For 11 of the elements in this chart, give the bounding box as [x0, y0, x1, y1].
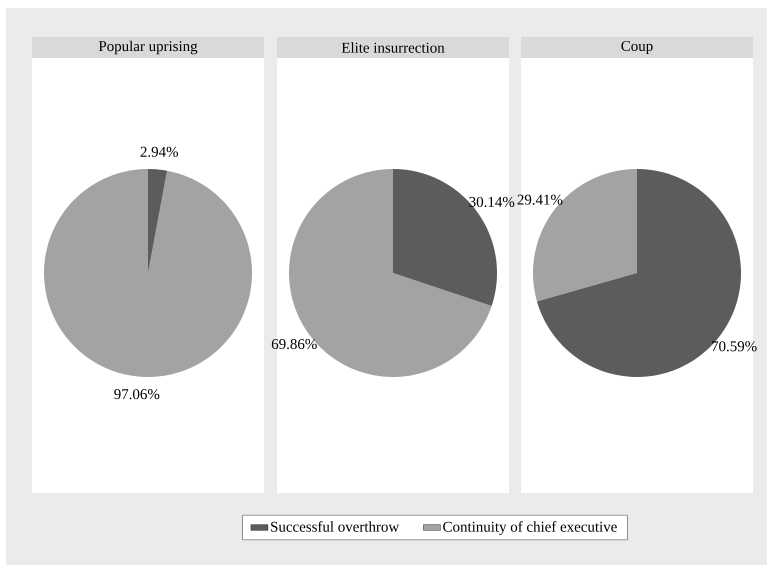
- data-label: 30.14%: [469, 196, 514, 207]
- legend-label: Continuity of chief executive: [443, 521, 617, 535]
- data-label: 97.06%: [114, 389, 160, 400]
- data-label: 70.59%: [712, 341, 757, 352]
- data-label: 2.94%: [140, 146, 178, 157]
- data-label: 69.86%: [272, 338, 317, 350]
- chart-title: Popular uprising: [98, 40, 198, 54]
- data-label: 29.41%: [518, 194, 562, 205]
- chart-title: Elite insurrection: [342, 42, 444, 53]
- legend-label: Successful overthrow: [271, 521, 400, 532]
- chart-title: Coup: [621, 40, 653, 54]
